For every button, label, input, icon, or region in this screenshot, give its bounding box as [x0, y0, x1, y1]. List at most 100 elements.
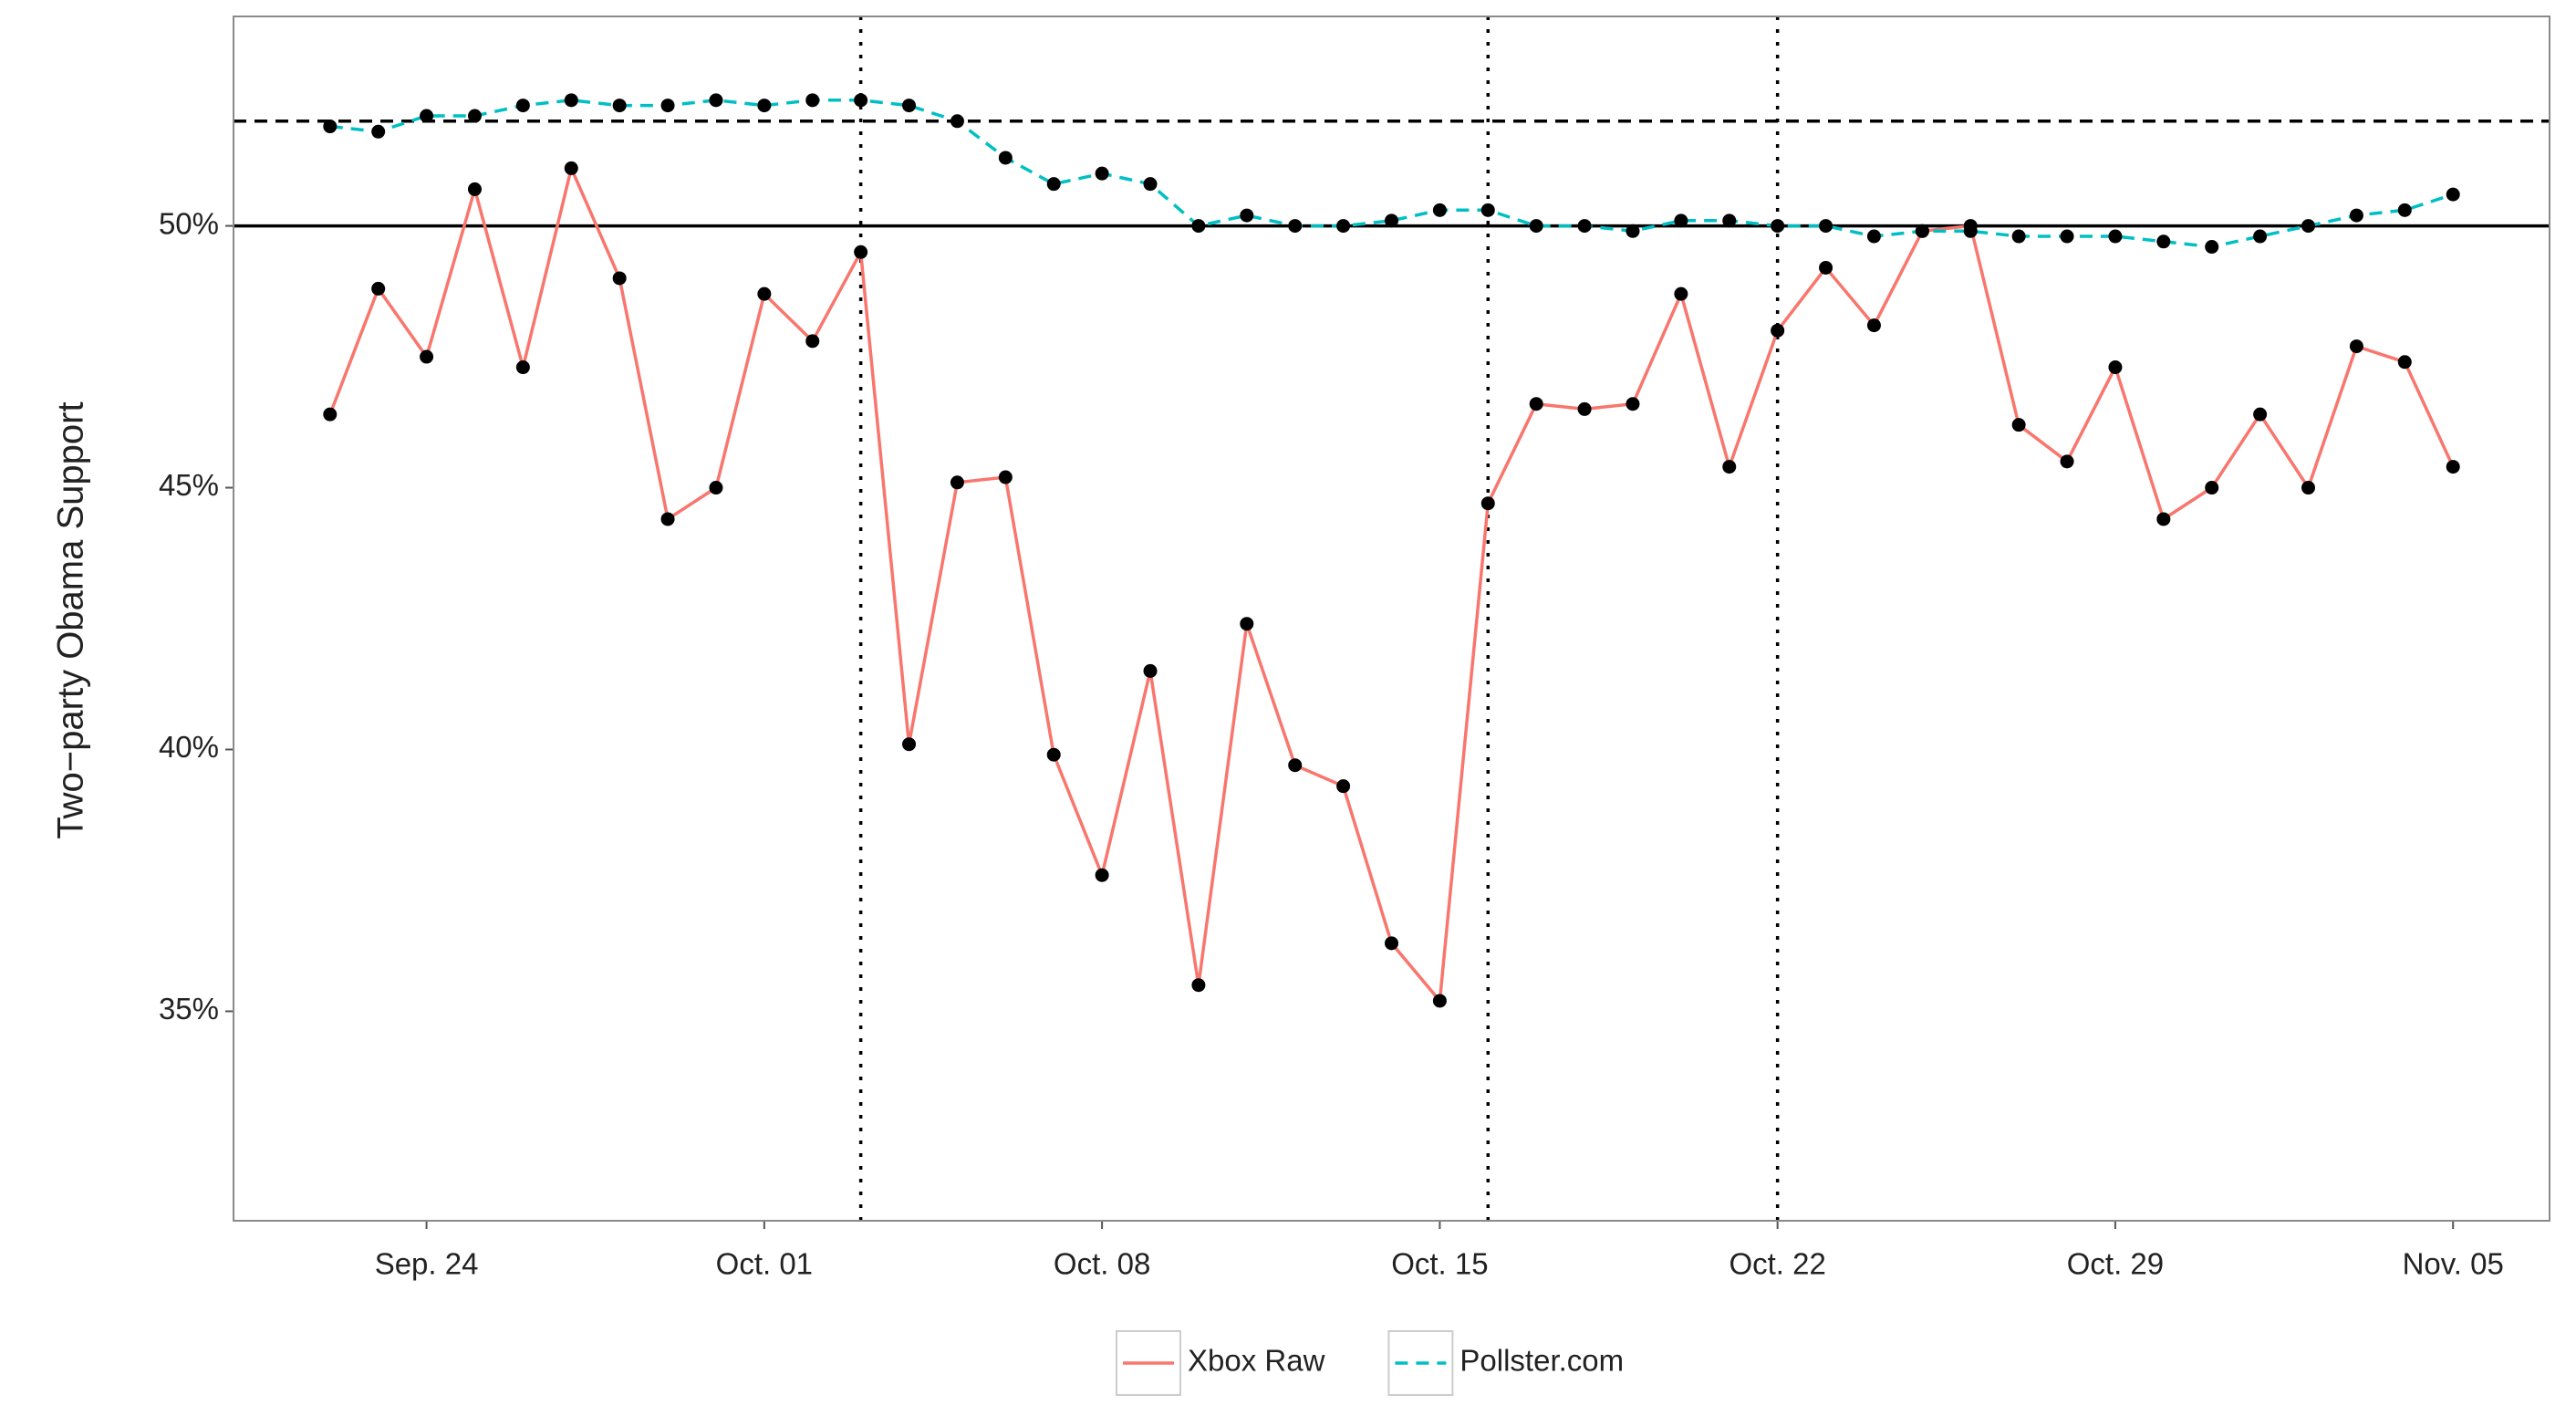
data-point	[1191, 219, 1206, 234]
x-tick-label: Sep. 24	[375, 1247, 479, 1281]
data-point	[998, 151, 1013, 165]
data-point	[1626, 224, 1640, 238]
data-point	[805, 334, 820, 349]
data-point	[2349, 208, 2363, 223]
y-tick-label: 45%	[159, 468, 219, 502]
data-point	[1385, 213, 1398, 228]
data-point	[515, 360, 530, 375]
data-point	[2301, 219, 2316, 234]
data-point	[1336, 219, 1351, 234]
data-point	[2446, 460, 2460, 474]
data-point	[2060, 229, 2074, 244]
data-point	[998, 470, 1013, 484]
data-point	[2253, 229, 2268, 244]
x-tick-label: Oct. 22	[1729, 1247, 1825, 1281]
data-point	[1046, 177, 1061, 192]
data-point	[323, 120, 338, 134]
data-point	[2301, 481, 2316, 495]
data-point	[1385, 936, 1398, 951]
data-point	[1288, 219, 1303, 234]
data-point	[1240, 617, 1254, 631]
data-point	[660, 512, 675, 526]
data-point	[1915, 224, 1929, 238]
data-point	[950, 114, 964, 129]
data-point	[1577, 401, 1592, 416]
data-point	[902, 99, 917, 113]
data-point	[420, 349, 434, 364]
data-point	[709, 481, 723, 495]
x-tick-label: Oct. 29	[2067, 1247, 2164, 1281]
plot-background	[234, 16, 2550, 1221]
data-point	[950, 475, 964, 490]
data-point	[1819, 260, 1833, 275]
data-point	[612, 99, 627, 113]
y-tick-label: 40%	[159, 730, 219, 764]
data-point	[1529, 219, 1543, 234]
data-point	[1771, 323, 1785, 338]
data-point	[2156, 234, 2171, 249]
legend-item: Xbox Raw	[1116, 1330, 1325, 1396]
data-point	[1866, 229, 1881, 244]
data-point	[1095, 868, 1109, 882]
data-point	[1432, 203, 1447, 217]
data-point	[515, 99, 530, 113]
data-point	[1240, 208, 1254, 223]
data-point	[2205, 240, 2219, 255]
data-point	[2397, 355, 2412, 370]
x-tick-label: Oct. 01	[716, 1247, 813, 1281]
data-point	[1771, 219, 1785, 234]
data-point	[467, 109, 482, 123]
data-point	[323, 407, 338, 422]
data-point	[2446, 187, 2460, 202]
legend-label: Pollster.com	[1459, 1344, 1624, 1378]
data-point	[564, 161, 578, 175]
data-point	[1674, 213, 1688, 228]
data-point	[1480, 203, 1495, 217]
data-point	[757, 99, 772, 113]
data-point	[1191, 978, 1206, 993]
legend-label: Xbox Raw	[1188, 1344, 1325, 1378]
data-point	[1674, 286, 1688, 301]
y-tick-label: 35%	[159, 992, 219, 1026]
x-tick-label: Nov. 05	[2403, 1247, 2504, 1281]
data-point	[420, 109, 434, 123]
data-point	[1143, 663, 1158, 678]
data-point	[1626, 397, 1640, 411]
data-point	[854, 93, 868, 108]
legend-item: Pollster.com	[1387, 1330, 1624, 1396]
data-point	[564, 93, 578, 108]
data-point	[854, 245, 868, 259]
data-point	[371, 124, 386, 139]
y-tick-label: 50%	[159, 206, 219, 240]
data-point	[1722, 213, 1737, 228]
data-point	[2205, 481, 2219, 495]
data-point	[2253, 407, 2268, 422]
data-point	[2011, 418, 2026, 432]
data-point	[709, 93, 723, 108]
data-point	[2108, 360, 2123, 375]
data-point	[2349, 339, 2363, 354]
data-point	[902, 737, 917, 752]
data-point	[1577, 219, 1592, 234]
data-point	[371, 281, 386, 296]
data-point	[1336, 779, 1351, 794]
data-point	[2011, 229, 2026, 244]
data-point	[1819, 219, 1833, 234]
data-point	[1288, 758, 1303, 773]
data-point	[1143, 177, 1158, 192]
data-point	[2060, 454, 2074, 469]
x-tick-label: Oct. 08	[1054, 1247, 1150, 1281]
series-line	[329, 99, 2454, 249]
data-point	[1432, 994, 1447, 1008]
data-point	[1963, 224, 1978, 238]
data-point	[1529, 397, 1543, 411]
data-point	[1095, 166, 1109, 181]
plot-border	[233, 16, 2550, 1222]
data-point	[757, 286, 772, 301]
x-tick-label: Oct. 15	[1391, 1247, 1488, 1281]
data-point	[1480, 496, 1495, 511]
data-point	[660, 99, 675, 113]
data-point	[2397, 203, 2412, 217]
